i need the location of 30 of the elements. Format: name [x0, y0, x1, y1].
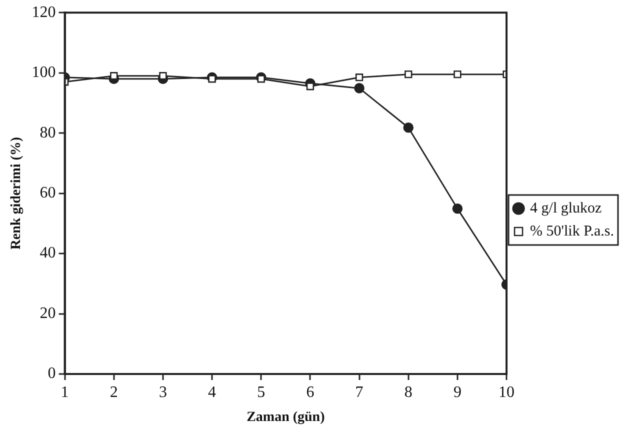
- legend-label: % 50'lik P.a.s.: [530, 223, 614, 240]
- point: [452, 204, 463, 214]
- point: [208, 75, 216, 83]
- point: [306, 82, 314, 90]
- y-axis-title: Renk giderimi (%): [9, 136, 24, 250]
- x-tick-label: 7: [355, 384, 364, 401]
- legend-label: 4 g/l glukoz: [530, 200, 602, 216]
- y-tick-label: 120: [32, 4, 56, 21]
- x-tick-label: 2: [110, 384, 118, 401]
- x-tick-label: 9: [453, 384, 462, 401]
- y-tick-label: 100: [32, 64, 56, 82]
- x-tick-label: 3: [158, 384, 167, 401]
- point: [404, 70, 412, 78]
- x-tick-label: 6: [306, 384, 314, 401]
- y-tick-label: 60: [40, 184, 56, 202]
- x-tick-label: 1: [60, 384, 69, 401]
- x-tick-label: 8: [404, 384, 412, 401]
- x-axis-title: Zaman (gün): [246, 410, 326, 426]
- y-tick-label: 20: [40, 304, 56, 322]
- y-tick-label: 40: [40, 244, 56, 262]
- point: [403, 122, 414, 133]
- x-tick-label: 4: [208, 384, 216, 401]
- point: [354, 83, 364, 94]
- x-tick-label: 10: [498, 384, 515, 401]
- x-tick-label: 5: [257, 384, 266, 401]
- point: [454, 70, 462, 78]
- point: [355, 74, 364, 82]
- y-tick-label: 0: [48, 365, 56, 382]
- point: [257, 75, 265, 83]
- y-tick-label: 80: [40, 124, 56, 142]
